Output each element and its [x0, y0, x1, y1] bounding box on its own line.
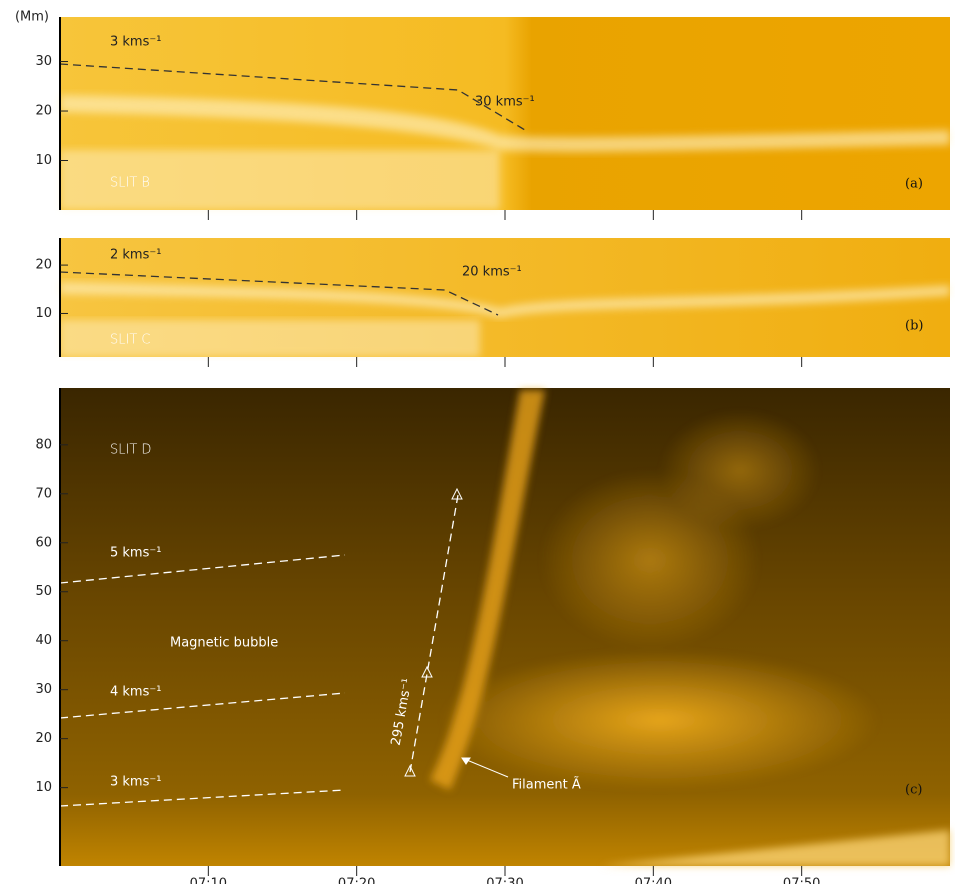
annotation: 2 kms⁻¹ [110, 248, 161, 263]
annotation: SLIT D [110, 443, 151, 458]
x-tick-label: 07:40 [635, 877, 672, 884]
fit-line [59, 63, 526, 131]
annotation: (a) [905, 177, 923, 192]
annotation: 5 kms⁻¹ [110, 546, 161, 561]
y-tick-label: 20 [35, 731, 52, 746]
y-tick-label: 50 [35, 584, 52, 599]
annotation: Filament Ã [512, 777, 581, 793]
annotation: SLIT C [110, 333, 150, 348]
y-tick-label: 10 [35, 153, 52, 168]
annotation: 30 kms⁻¹ [475, 95, 535, 110]
x-tick-label: 07:30 [486, 877, 523, 884]
annotation: 3 kms⁻¹ [110, 35, 161, 50]
y-tick-label: 40 [35, 633, 52, 648]
fit-line [409, 494, 459, 773]
x-tick-label: 07:20 [338, 877, 375, 884]
y-tick-label: 80 [35, 437, 52, 452]
annotation: (c) [905, 783, 922, 798]
y-tick-label: 70 [35, 486, 52, 501]
annotation: 20 kms⁻¹ [462, 265, 522, 280]
y-tick-label: 20 [35, 258, 52, 273]
annotation: SLIT B [110, 176, 150, 191]
annotation: Magnetic bubble [170, 636, 278, 651]
x-tick-label: 07:50 [783, 877, 820, 884]
y-tick-label: 30 [35, 54, 52, 69]
y-tick-label: 10 [35, 780, 52, 795]
y-tick-label: 10 [35, 306, 52, 321]
bright-region [60, 320, 480, 357]
eruption-features [430, 390, 950, 866]
bright-region [60, 150, 500, 210]
y-axis-label: (Mm) [15, 10, 49, 25]
fit-line [59, 554, 346, 584]
bright-band [60, 95, 950, 153]
y-tick-label: 30 [35, 682, 52, 697]
fit-line [59, 789, 346, 807]
x-tick-label: 07:10 [190, 877, 227, 884]
markers [404, 487, 509, 778]
y-tick-label: 20 [35, 104, 52, 119]
annotation: (b) [905, 319, 923, 334]
bright-band [60, 282, 950, 318]
y-tick-label: 60 [35, 535, 52, 550]
annotation: 3 kms⁻¹ [110, 775, 161, 790]
annotation: 4 kms⁻¹ [110, 685, 161, 700]
fit-line [59, 692, 346, 719]
